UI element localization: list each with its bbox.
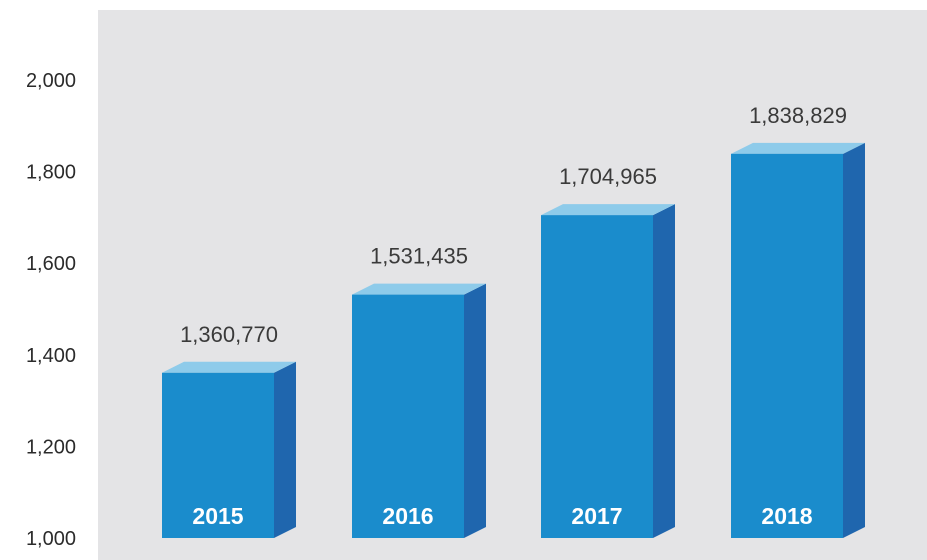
bar-top-face bbox=[162, 361, 296, 373]
x-category-label: 2016 bbox=[382, 503, 433, 529]
bar-2018: 1,838,829 2018 bbox=[731, 103, 865, 538]
bar-front-face bbox=[162, 372, 274, 538]
bar-2017: 1,704,965 2017 bbox=[541, 164, 675, 538]
y-tick-label: 1,800 bbox=[26, 162, 76, 184]
bars: 1,360,77020151,531,43520161,704,96520171… bbox=[162, 103, 865, 538]
y-tick-label: 1,400 bbox=[26, 345, 76, 367]
bar-front-face bbox=[731, 153, 843, 538]
x-category-label: 2015 bbox=[192, 503, 243, 529]
bar-value-label: 1,704,965 bbox=[559, 164, 657, 189]
bar-2016: 1,531,435 2016 bbox=[352, 244, 486, 538]
bar-value-label: 1,838,829 bbox=[749, 103, 847, 128]
bar-side-face bbox=[843, 142, 865, 538]
bar-top-face bbox=[541, 204, 675, 216]
y-tick-label: 1,600 bbox=[26, 253, 76, 275]
y-tick-label: 1,200 bbox=[26, 436, 76, 458]
bar-side-face bbox=[653, 204, 675, 538]
bar-front-face bbox=[352, 294, 464, 538]
y-axis: 1,000 1,200 1,400 1,600 1,800 2,000 bbox=[26, 70, 76, 550]
x-category-label: 2017 bbox=[571, 503, 622, 529]
bar-side-face bbox=[464, 283, 486, 538]
bar-value-label: 1,360,770 bbox=[180, 322, 278, 347]
bar-front-face bbox=[541, 215, 653, 538]
bar-2015: 1,360,770 2015 bbox=[162, 322, 296, 538]
bar-side-face bbox=[274, 361, 296, 538]
y-tick-label: 1,000 bbox=[26, 528, 76, 550]
bar-top-face bbox=[352, 283, 486, 295]
bar-value-label: 1,531,435 bbox=[370, 244, 468, 269]
bar-top-face bbox=[731, 142, 865, 154]
y-tick-label: 2,000 bbox=[26, 70, 76, 92]
x-category-label: 2018 bbox=[761, 503, 812, 529]
